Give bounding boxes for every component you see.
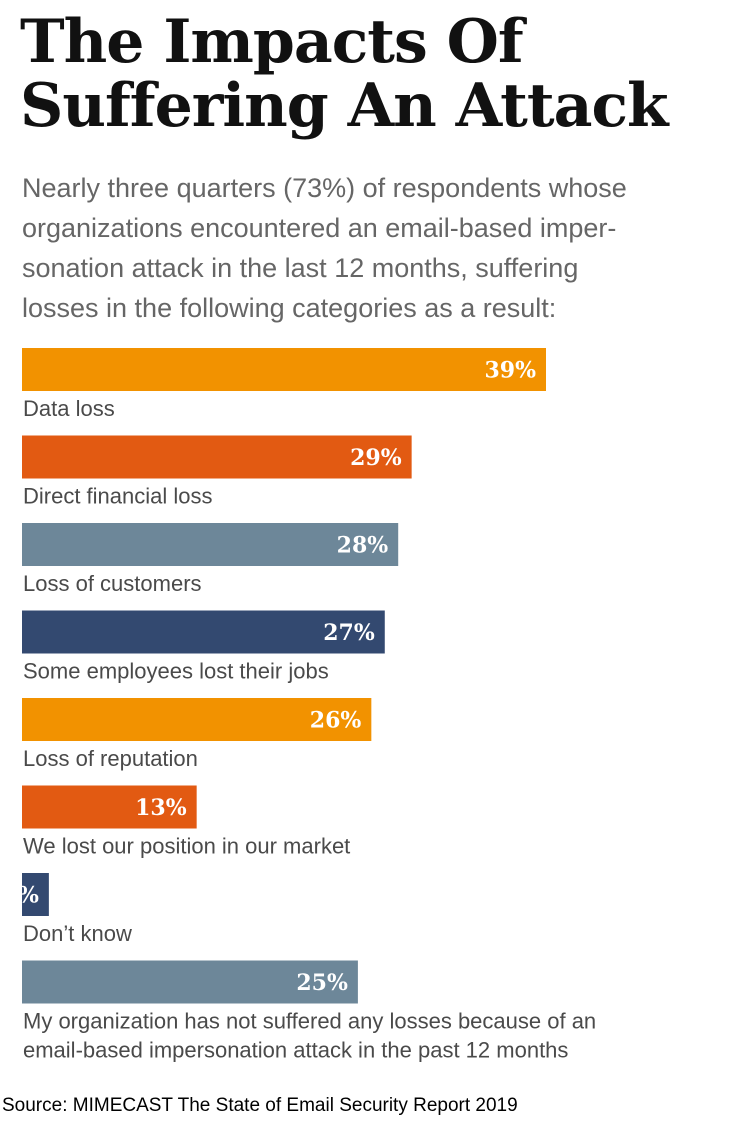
chart-subtitle-line: organizations encountered an email-based… xyxy=(22,213,617,243)
chart-title-line: The Impacts Of xyxy=(20,7,524,77)
bar-value-label: 29% xyxy=(350,445,402,471)
chart-subtitle-line: Nearly three quarters (73%) of responden… xyxy=(22,173,627,203)
bar xyxy=(22,960,358,1004)
source-note: Source: MIMECAST The State of Email Secu… xyxy=(2,1095,518,1116)
category-label: Direct financial loss xyxy=(23,484,213,509)
chart-subtitle-line: sonation attack in the last 12 months, s… xyxy=(22,253,579,283)
bar-value-label: 25% xyxy=(296,970,348,996)
category-label: Loss of customers xyxy=(23,571,202,596)
chart-subtitle-line: losses in the following categories as a … xyxy=(22,293,557,323)
chart-title-line: Suffering An Attack xyxy=(20,71,669,141)
category-label: My organization has not suffered any los… xyxy=(23,1009,596,1034)
bar-value-label: 2% xyxy=(3,883,39,909)
bar-value-label: 27% xyxy=(323,620,375,646)
bar xyxy=(22,610,385,654)
bar xyxy=(22,698,372,741)
bar xyxy=(22,435,412,479)
bar-value-label: 26% xyxy=(310,708,362,734)
bar xyxy=(22,873,49,916)
bar-row: 27% Some employees lost their jobs xyxy=(22,610,385,684)
bar-row: 2% Don’t know xyxy=(3,873,132,946)
chart-title: The Impacts Of Suffering An Attack xyxy=(20,10,740,138)
bar-row: 28% Loss of customers xyxy=(22,523,399,596)
bar-row: 29% Direct financial loss xyxy=(22,435,412,509)
category-label: Loss of reputation xyxy=(23,746,198,771)
bar-row: 13% We lost our position in our market xyxy=(22,785,350,859)
bar xyxy=(22,785,197,829)
bar-value-label: 13% xyxy=(135,795,187,821)
category-label: Data loss xyxy=(23,396,115,421)
bar-row: 26% Loss of reputation xyxy=(22,698,372,771)
chart-subtitle: Nearly three quarters (73%) of responden… xyxy=(22,168,682,328)
category-label: Don’t know xyxy=(23,921,132,946)
bar-value-label: 39% xyxy=(484,358,536,384)
bar-value-label: 28% xyxy=(337,533,389,559)
bar-row: 39% Data loss xyxy=(22,348,546,421)
category-label: email-based impersonation attack in the … xyxy=(23,1038,568,1063)
category-label: Some employees lost their jobs xyxy=(23,659,329,684)
bar xyxy=(22,348,546,391)
bar xyxy=(22,523,399,566)
bar-row: 25% My organization has not suffered any … xyxy=(22,960,596,1063)
category-label: We lost our position in our market xyxy=(23,834,350,859)
